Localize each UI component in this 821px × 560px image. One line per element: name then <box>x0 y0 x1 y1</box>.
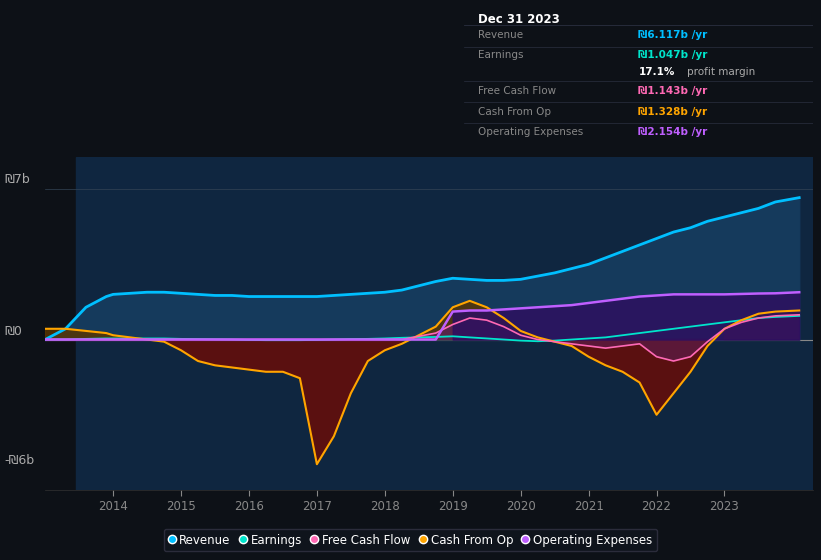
Text: ₪1.143b /yr: ₪1.143b /yr <box>639 86 708 96</box>
Text: ₪1.328b /yr: ₪1.328b /yr <box>639 106 708 116</box>
Text: -₪6b: -₪6b <box>4 454 34 468</box>
Text: ₪6.117b /yr: ₪6.117b /yr <box>639 30 708 40</box>
Text: Earnings: Earnings <box>478 50 523 60</box>
Text: 17.1%: 17.1% <box>639 67 675 77</box>
Text: Cash From Op: Cash From Op <box>478 106 551 116</box>
Text: Revenue: Revenue <box>478 30 523 40</box>
Text: ₪0: ₪0 <box>4 325 22 338</box>
Text: ₪7b: ₪7b <box>4 173 30 186</box>
Legend: Revenue, Earnings, Free Cash Flow, Cash From Op, Operating Expenses: Revenue, Earnings, Free Cash Flow, Cash … <box>164 529 657 551</box>
Text: ₪2.154b /yr: ₪2.154b /yr <box>639 128 708 137</box>
Text: ₪1.047b /yr: ₪1.047b /yr <box>639 50 708 60</box>
Text: Free Cash Flow: Free Cash Flow <box>478 86 556 96</box>
Text: Operating Expenses: Operating Expenses <box>478 128 583 137</box>
Bar <box>76 157 813 490</box>
Text: Dec 31 2023: Dec 31 2023 <box>478 13 560 26</box>
Text: profit margin: profit margin <box>687 67 755 77</box>
